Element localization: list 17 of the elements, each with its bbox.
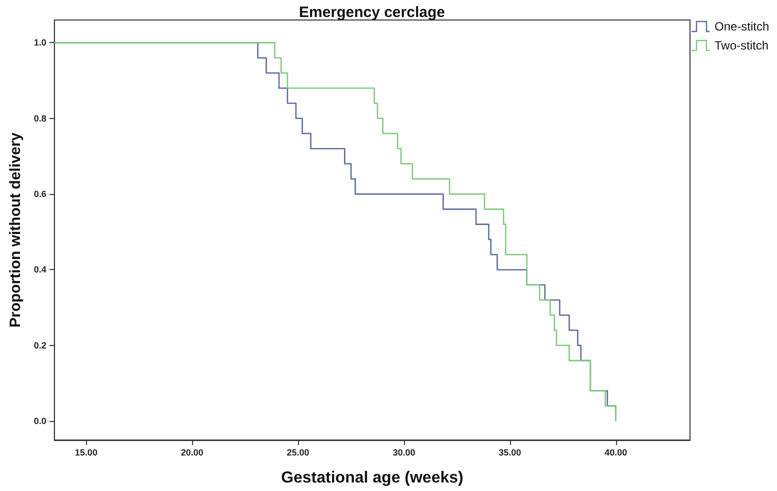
y-tick-label: 0.0	[34, 416, 46, 426]
x-tick-label: 20.00	[180, 448, 204, 458]
x-axis-title: Gestational age (weeks)	[281, 470, 464, 486]
y-tick-label: 0.2	[34, 340, 46, 350]
y-tick-label: 0.6	[34, 189, 46, 200]
y-axis-title: Proportion without delivery	[7, 132, 24, 328]
y-tick-label: 1.0	[34, 38, 46, 48]
x-tick-label: 35.00	[498, 448, 522, 458]
x-tick-label: 25.00	[286, 448, 310, 458]
x-tick-label: 15.00	[74, 448, 98, 458]
x-tick-label: 30.00	[392, 448, 416, 458]
y-tick-label: 0.8	[34, 113, 46, 124]
chart-title: Emergency cerclage	[299, 4, 445, 21]
legend-label: One-stitch	[714, 20, 770, 34]
x-tick-label: 40.00	[604, 448, 628, 458]
legend-label: Two-stitch	[714, 38, 769, 52]
y-tick-label: 0.4	[34, 264, 46, 275]
